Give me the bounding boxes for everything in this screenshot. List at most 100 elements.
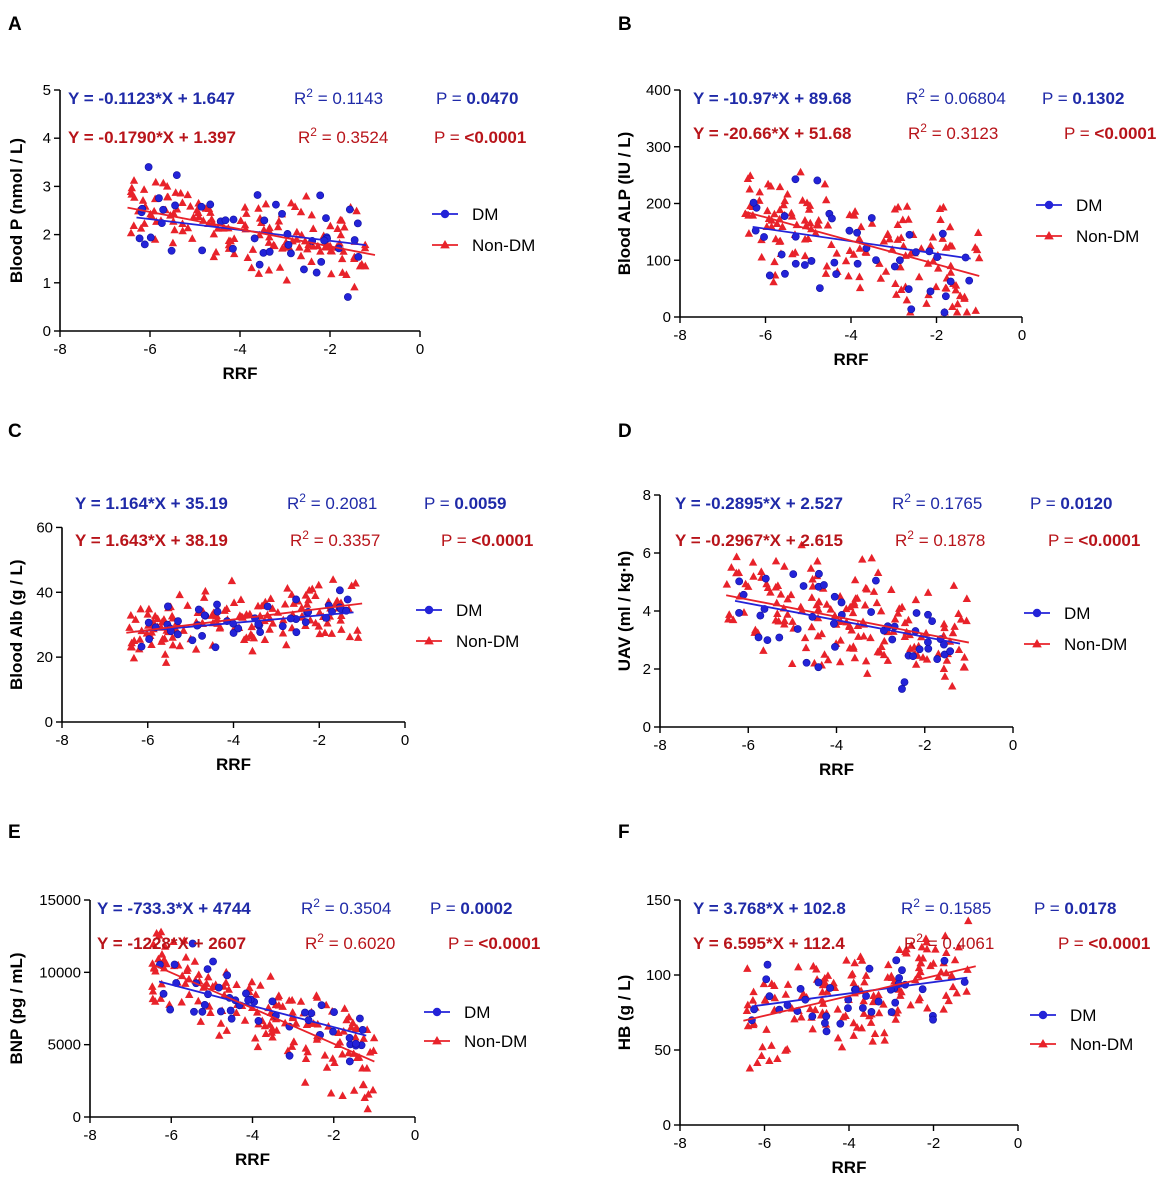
point-non-dm: [780, 196, 789, 205]
point-non-dm: [952, 307, 962, 316]
point-non-dm: [311, 591, 320, 600]
point-non-dm: [159, 615, 169, 623]
panel-e: E 0 5000 10000 15000 -8 -6 -4 -2 0 RRF BNP (pg / mL…: [7, 822, 540, 1169]
point-non-dm: [940, 623, 949, 632]
legend-label-dm: DM: [1064, 604, 1090, 623]
x-tick-label: -8: [55, 732, 68, 749]
point-non-dm: [351, 578, 360, 587]
point-non-dm: [802, 198, 812, 207]
point-non-dm: [181, 953, 191, 961]
point-non-dm: [856, 222, 866, 231]
y-tick-label: 100: [646, 252, 671, 269]
point-dm: [918, 985, 927, 994]
x-axis-title: RRF: [819, 760, 854, 779]
point-dm: [799, 582, 808, 590]
x-tick-label: -4: [227, 732, 240, 749]
panel-letter-e: E: [8, 822, 21, 843]
p-value-dm: P = 0.0470: [436, 89, 518, 108]
point-non-dm: [135, 635, 145, 643]
equation-dm: Y = -0.1123*X + 1.647: [68, 89, 235, 108]
point-dm: [763, 636, 772, 645]
point-non-dm: [781, 990, 790, 998]
point-non-dm: [890, 614, 900, 623]
y-axis-title: BNP (pg / mL): [7, 952, 26, 1064]
point-dm: [145, 635, 153, 644]
point-non-dm: [902, 295, 912, 304]
point-non-dm: [776, 589, 786, 598]
r-squared-dm: R2 = 0.2081: [287, 491, 377, 513]
point-non-dm: [897, 602, 907, 611]
point-non-dm: [899, 241, 908, 250]
point-non-dm: [352, 206, 361, 215]
point-non-dm: [303, 244, 312, 253]
x-tick-label: -4: [842, 1135, 855, 1152]
point-non-dm: [305, 586, 314, 594]
point-non-dm: [131, 615, 140, 623]
point-non-dm: [240, 202, 250, 211]
point-dm: [898, 685, 906, 693]
point-dm: [924, 644, 933, 653]
equation-non-dm: Y = -0.1790*X + 1.397: [68, 128, 236, 147]
p-value-non-dm: P = <0.0001: [441, 531, 533, 550]
point-non-dm: [309, 224, 318, 233]
point-non-dm: [876, 606, 886, 615]
point-dm: [826, 984, 834, 992]
point-non-dm: [879, 236, 889, 245]
point-dm: [166, 1005, 175, 1014]
legend-label-dm: DM: [1076, 196, 1102, 215]
point-non-dm: [336, 616, 345, 624]
point-non-dm: [156, 994, 165, 1002]
fit-line-dm: [751, 976, 968, 1008]
point-non-dm: [846, 602, 855, 611]
point-non-dm: [236, 216, 245, 224]
point-non-dm: [880, 1036, 889, 1044]
point-dm: [938, 229, 947, 238]
point-non-dm: [770, 981, 779, 990]
point-non-dm: [349, 1086, 359, 1094]
point-non-dm: [743, 174, 753, 183]
r-squared-dm: R2 = 0.1585: [901, 896, 991, 918]
point-non-dm: [732, 568, 741, 577]
point-non-dm: [934, 649, 943, 658]
point-non-dm: [765, 1056, 774, 1065]
point-non-dm: [773, 1054, 782, 1063]
point-non-dm: [267, 1028, 276, 1036]
point-non-dm: [771, 556, 781, 565]
point-non-dm: [150, 235, 160, 243]
point-non-dm: [170, 225, 179, 234]
point-non-dm: [268, 619, 277, 627]
point-non-dm: [247, 977, 257, 986]
equation-dm: Y = -733.3*X + 4744: [97, 899, 251, 918]
point-non-dm: [177, 997, 186, 1006]
point-dm: [890, 262, 899, 271]
point-dm: [892, 956, 901, 965]
y-tick-label: 5: [43, 82, 51, 99]
point-dm: [807, 257, 816, 265]
point-non-dm: [339, 1026, 348, 1035]
legend-label-non-dm: Non-DM: [1076, 227, 1139, 246]
point-non-dm: [266, 972, 275, 980]
point-dm: [867, 214, 876, 222]
point-dm: [735, 609, 743, 617]
point-non-dm: [242, 610, 251, 618]
point-non-dm: [287, 198, 296, 207]
x-tick-label: -8: [653, 737, 666, 754]
point-non-dm: [800, 251, 810, 260]
point-non-dm: [780, 562, 789, 570]
point-non-dm: [911, 660, 921, 668]
point-dm: [781, 269, 789, 278]
legend: DM Non-DM: [1030, 1006, 1133, 1054]
point-non-dm: [350, 282, 359, 291]
point-non-dm: [742, 1006, 752, 1014]
legend-marker-non-dm: [424, 636, 434, 645]
x-tick-label: -2: [323, 341, 336, 358]
point-non-dm: [149, 963, 159, 971]
y-axis-title: Blood P (nmol / L): [7, 138, 26, 283]
panel-letter-d: D: [618, 421, 632, 442]
point-non-dm: [287, 590, 296, 598]
point-non-dm: [780, 619, 789, 628]
point-non-dm: [956, 615, 966, 623]
point-dm: [831, 642, 839, 651]
point-non-dm: [813, 556, 822, 565]
point-dm: [800, 261, 809, 269]
